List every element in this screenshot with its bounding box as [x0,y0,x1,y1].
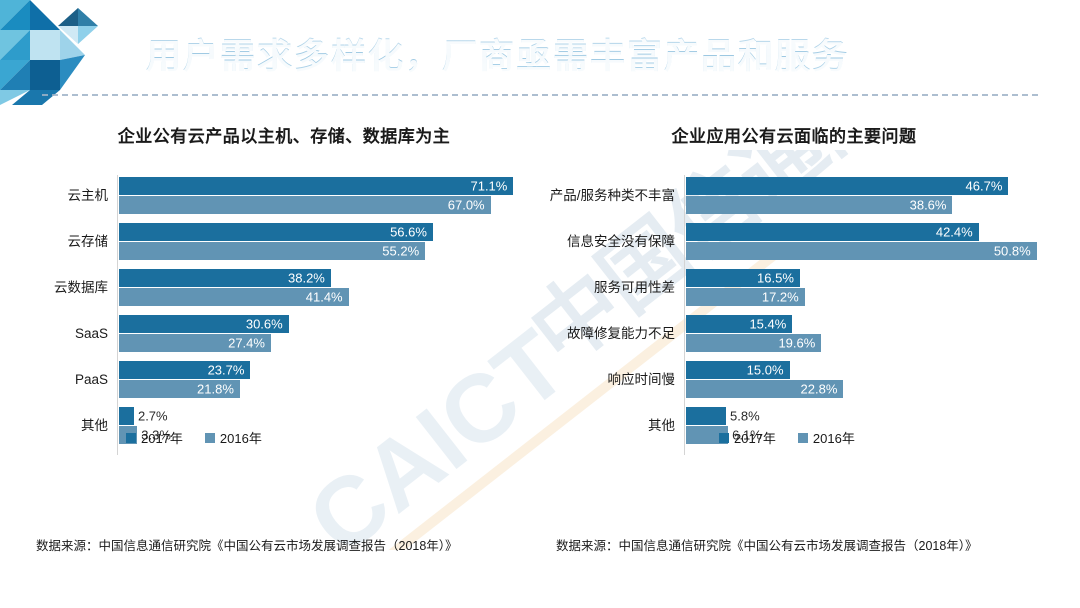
chart-category-group: 云主机 71.1% 67.0% [68,177,534,215]
bar-value-label: 21.8% [197,381,234,397]
bar-value-label: 67.0% [447,197,485,213]
bar-2016: 50.8% [686,242,1037,260]
bar-value-label: 3.3% [141,427,171,443]
legend-item-2017: 2017年 [719,428,776,447]
bar-2017: 23.7% [119,361,251,379]
bar-2017: 16.5% [686,269,800,287]
bar-2016: 41.4% [119,288,349,306]
bar-chart-right: 产品/服务种类不丰富 46.7% 38.6% 信息安全没有保障 42.4% 50.8% 服务… [544,175,1044,455]
bar-value-label: 22.8% [800,381,838,397]
chart-category-group: 故障修复能力不足 15.4% 19.6% [567,315,1044,353]
bar-2016: 19.6% [686,334,822,352]
chart-category-group: 云存储 56.6% 55.2% [68,223,534,261]
bar-2017: 71.1% [119,177,514,195]
bar-2017: 42.4% [686,223,979,241]
bar-value-label: 42.4% [935,224,973,240]
legend-swatch-2017-icon [719,432,729,443]
plot-area-right: 产品/服务种类不丰富 46.7% 38.6% 信息安全没有保障 42.4% 50.8% 服务… [550,175,1044,455]
source-note-left: 数据来源：中国信息通信研究院《中国公有云市场发展调查报告（2018年）》 [36,539,458,553]
category-label: 响应时间慢 [607,372,676,387]
legend-label-2017: 2017年 [734,431,776,446]
legend-label-2016: 2016年 [812,431,855,446]
bar-value-label: 55.2% [382,243,420,259]
legend-swatch-2017-icon [126,432,136,443]
bar-value-label: 46.7% [965,178,1003,194]
bar-value-label: 2.7% [137,408,168,424]
page-header: 用户需求多样化，厂商亟需丰富产品和服务 [0,0,1080,100]
chart-title-right: 企业应用公有云面临的主要问题 [671,127,917,146]
bar-2017: 30.6% [119,315,289,333]
bar-value-label: 56.6% [390,224,427,240]
chart-category-group: 服务可用性差 16.5% 17.2% [594,269,1044,307]
chart-category-group: 云数据库 38.2% 41.4% [54,269,534,307]
bar-value-label: 30.6% [245,316,283,332]
bar-value-label: 6.1% [732,427,762,443]
category-label: 其他 [81,418,108,433]
bar-chart-left: 云主机 71.1% 67.0% 云存储 56.6% 55.2% 云数据库 38.2% 41.4%… [34,175,534,455]
legend-label-2016: 2016年 [219,431,262,446]
bar-value-label: 15.4% [749,316,787,332]
legend-item-2017: 2017年 [126,428,183,447]
bar-2016: 17.2% [686,288,805,306]
bar-2017: 38.2% [119,269,331,287]
source-note-right: 数据来源：中国信息通信研究院《中国公有云市场发展调查报告（2018年）》 [556,539,978,553]
bar-value-label: 16.5% [757,270,794,286]
bar-value-label: 38.6% [909,197,947,213]
category-label: 产品/服务种类不丰富 [549,188,675,203]
plot-area-left: 云主机 71.1% 67.0% 云存储 56.6% 55.2% 云数据库 38.2% 41.4%… [54,175,534,455]
bar-value-label: 19.6% [778,335,816,351]
bar-value-label: 17.2% [761,289,799,305]
chart-legend-left: 2017年 2016年 [126,428,262,447]
bar-value-label: 23.7% [207,362,245,378]
bar-2016: 27.4% [119,334,271,352]
bar-value-label: 5.8% [730,408,760,424]
chart-category-group: 产品/服务种类不丰富 46.7% 38.6% [550,177,1044,215]
chart-category-group: 其他 2.7% 3.3% [81,407,534,445]
page-title: 用户需求多样化，厂商亟需丰富产品和服务 [146,28,849,79]
chart-category-group: 其他 5.8% 6.1% [648,407,1044,445]
legend-label-2017: 2017年 [141,431,183,446]
chart-legend-right: 2017年 2016年 [719,428,855,447]
category-label: SaaS [74,326,108,341]
chart-category-group: SaaS 30.6% 27.4% [75,315,534,353]
bar-value-label: 50.8% [993,243,1031,259]
bar-value-label: 71.1% [470,178,508,194]
chart-panel-left: 企业公有云产品以主机、存储、数据库为主 云主机 71.1% 67.0% 云存储 56.6… [34,110,534,570]
category-label: 故障修复能力不足 [567,326,675,341]
chart-title-left: 企业公有云产品以主机、存储、数据库为主 [117,127,451,146]
bar-2017: 5.8% [686,407,760,425]
chart-category-group: PaaS 23.7% 21.8% [75,361,534,399]
chart-panel-right: 企业应用公有云面临的主要问题 产品/服务种类不丰富 46.7% 38.6% 信息安全没… [544,110,1044,570]
chart-category-group: 响应时间慢 15.0% 22.8% [608,361,1044,399]
bar-value-label: 38.2% [288,270,325,286]
bar-value-label: 27.4% [228,335,265,351]
category-label: 其他 [648,418,675,433]
bar-2016: 21.8% [119,380,240,398]
bar-2016: 55.2% [119,242,426,260]
category-label: 云主机 [67,188,109,203]
category-label: 云存储 [67,234,109,249]
bar-2017: 46.7% [686,177,1009,195]
bar-2017: 15.0% [686,361,790,379]
bar-value-label: 15.0% [746,362,784,378]
chart-category-group: 信息安全没有保障 42.4% 50.8% [567,223,1044,261]
legend-swatch-2016-icon [204,432,215,443]
category-label: 服务可用性差 [594,280,675,295]
legend-item-2016: 2016年 [797,428,855,447]
legend-item-2016: 2016年 [204,428,262,447]
bar-2017: 2.7% [119,407,168,425]
bar-value-label: 41.4% [305,289,343,305]
bar-2016: 6.1% [686,426,762,444]
category-label: PaaS [74,372,108,387]
bar-2017: 56.6% [119,223,433,241]
bar-2016: 67.0% [119,196,491,214]
category-label: 信息安全没有保障 [567,234,675,249]
bar-2017: 15.4% [686,315,793,333]
legend-swatch-2016-icon [797,432,808,443]
bar-2016: 38.6% [686,196,953,214]
bar-2016: 22.8% [686,380,844,398]
category-label: 云数据库 [54,280,108,295]
title-divider [42,94,1038,96]
